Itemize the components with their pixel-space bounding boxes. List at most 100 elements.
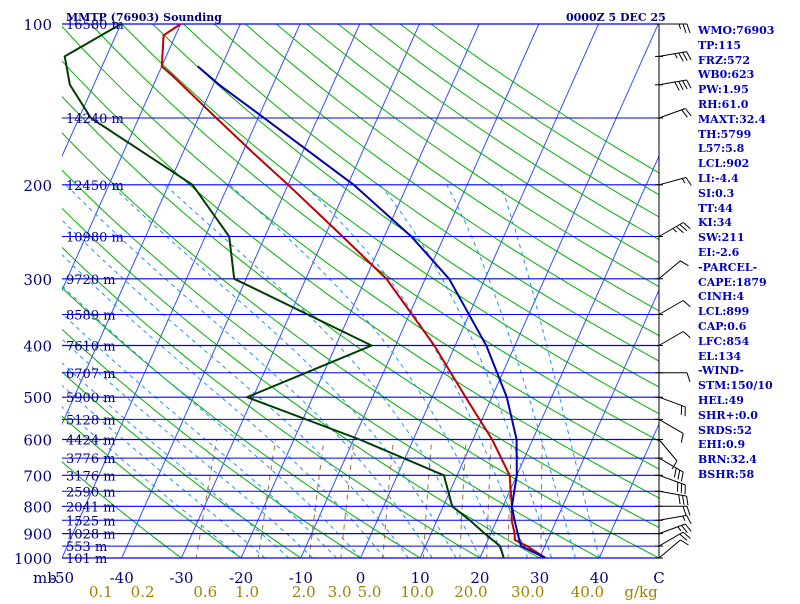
wind-barb-flag xyxy=(683,496,684,505)
index-line: CINH:4 xyxy=(698,290,798,305)
index-line: FRZ:572 xyxy=(698,54,798,69)
wind-barb-half-flag xyxy=(683,516,685,521)
isotherm-line xyxy=(122,24,360,558)
pressure-label: 200 xyxy=(23,177,52,195)
mixing-ratio-label: 3.0 xyxy=(328,583,352,600)
dewpoint-profile xyxy=(65,24,504,558)
index-line: LI:-4.4 xyxy=(698,172,798,187)
wind-barb-flag xyxy=(675,82,680,90)
wind-barb xyxy=(659,332,683,346)
mixing-ratio-label: 2.0 xyxy=(292,583,316,600)
wind-barb-flag xyxy=(685,524,691,531)
height-label: 7610 m xyxy=(66,340,116,355)
index-line: CAP:0.6 xyxy=(698,320,798,335)
parcel-profile xyxy=(198,66,546,558)
wind-barb xyxy=(659,515,687,520)
wind-barb-flag xyxy=(680,540,688,545)
wind-barb-flag xyxy=(683,506,686,515)
index-line: HEL:49 xyxy=(698,394,798,409)
height-label: 14240 m xyxy=(66,112,124,127)
height-label: 3776 m xyxy=(66,452,116,467)
pressure-label: 1000 xyxy=(14,550,52,568)
isotherm-line xyxy=(181,24,419,558)
wind-barb-half-flag xyxy=(679,24,681,29)
index-line: LFC:854 xyxy=(698,335,798,350)
mixing-ratio-line xyxy=(340,440,354,570)
wind-barb xyxy=(659,458,683,472)
wind-barb-half-flag xyxy=(675,54,677,59)
mixing-ratio-line xyxy=(541,440,542,570)
pressure-label: 900 xyxy=(23,526,52,544)
wind-barb-flag xyxy=(680,261,688,266)
height-label: 3176 m xyxy=(66,469,116,484)
height-label: 4424 m xyxy=(66,434,116,449)
height-label: 5128 m xyxy=(66,413,116,428)
wind-barb-half-flag xyxy=(673,229,677,233)
wind-barb-flag xyxy=(681,472,683,481)
height-label: 2041 m xyxy=(66,500,116,515)
mixing-ratio-label: 10.0 xyxy=(400,583,433,600)
temperature-tick-label: -30 xyxy=(169,569,193,587)
wind-barb-flag xyxy=(683,301,690,307)
wind-barb-flag xyxy=(687,24,690,33)
pressure-label: 100 xyxy=(23,16,52,34)
index-line: L57:5.8 xyxy=(698,142,798,157)
moist-adiabat-line xyxy=(230,185,504,558)
mixing-ratio-label: 1.0 xyxy=(235,583,259,600)
index-line: SW:211 xyxy=(698,231,798,246)
index-line: EL:134 xyxy=(698,350,798,365)
wind-barb-flag xyxy=(683,332,690,338)
wind-barb-flag xyxy=(683,24,686,33)
wind-barb-flag xyxy=(686,178,691,186)
mixing-ratio-label: 5.0 xyxy=(358,583,382,600)
index-line: -PARCEL- xyxy=(698,261,798,276)
wind-barb xyxy=(659,80,687,85)
height-label: 8589 m xyxy=(66,309,116,324)
index-line: SHR+:0.0 xyxy=(698,409,798,424)
height-label: 12450 m xyxy=(66,179,124,194)
index-line: PW:1.95 xyxy=(698,83,798,98)
wind-barb-flag xyxy=(687,515,692,523)
wind-barb-flag xyxy=(681,433,683,442)
height-label: 10980 m xyxy=(66,231,124,246)
moist-adiabat-line xyxy=(0,185,361,558)
height-label: 2590 m xyxy=(66,485,116,500)
mixing-ratio-line xyxy=(308,440,324,570)
moist-adiabat-line xyxy=(111,185,456,558)
wind-barb xyxy=(659,301,683,315)
index-line: CAPE:1879 xyxy=(698,276,798,291)
index-line: BRN:32.4 xyxy=(698,453,798,468)
wind-barb-flag xyxy=(679,495,680,504)
height-label: 5900 m xyxy=(66,391,116,406)
index-line: EI:-2.6 xyxy=(698,246,798,261)
index-line: RH:61.0 xyxy=(698,98,798,113)
moist-adiabat-line xyxy=(0,185,384,558)
index-line: TT:44 xyxy=(698,202,798,217)
pressure-label: 300 xyxy=(23,271,52,289)
height-label: 6707 m xyxy=(66,367,116,382)
wind-barb xyxy=(659,261,680,279)
chart-title: MMTP (76903) Sounding xyxy=(66,11,222,24)
wind-barb-flag xyxy=(678,470,680,479)
height-label: 101 m xyxy=(66,552,107,567)
wind-barb xyxy=(659,397,685,407)
index-line: LCL:899 xyxy=(698,305,798,320)
wind-barb-flag xyxy=(674,468,676,477)
mixing-ratio-label: g/kg xyxy=(624,583,658,600)
wind-barb-flag xyxy=(676,227,683,233)
wind-barb-flag xyxy=(679,53,684,61)
pressure-label: 600 xyxy=(23,432,52,450)
index-line: WMO:76903 xyxy=(698,24,798,39)
wind-barb xyxy=(659,419,683,433)
mixing-ratio-line xyxy=(257,440,276,570)
wind-barb xyxy=(659,178,686,185)
wind-barb-flag xyxy=(682,110,688,118)
index-line: MAXT:32.4 xyxy=(698,113,798,128)
mixing-ratio-label: 0.1 xyxy=(89,583,113,600)
mixing-ratio-label: 40.0 xyxy=(571,583,604,600)
wind-barbs xyxy=(655,24,691,558)
index-line: SI:0.3 xyxy=(698,187,798,202)
dry-adiabat-line xyxy=(91,24,800,569)
